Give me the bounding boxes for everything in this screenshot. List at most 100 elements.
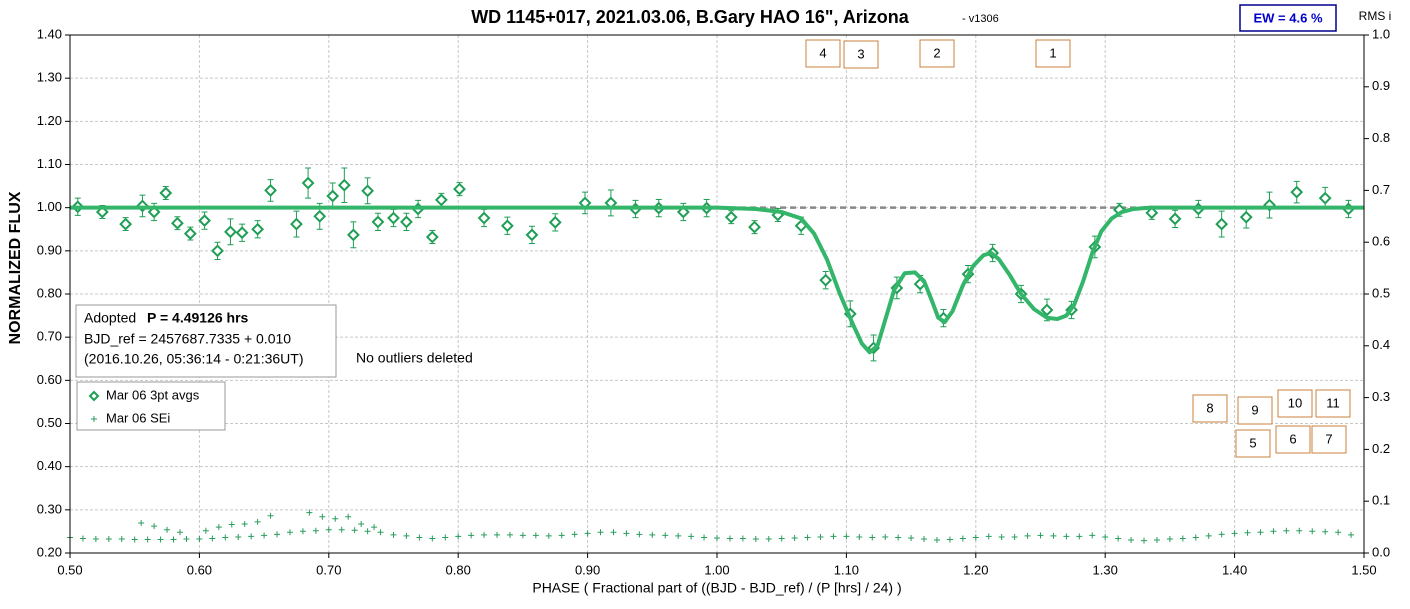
event-box	[1237, 396, 1273, 425]
y2-tick-label: 1.0	[1372, 26, 1390, 41]
data-point	[387, 211, 400, 225]
sei-point	[752, 536, 759, 543]
event-label: 7	[1325, 431, 1332, 446]
data-point	[548, 215, 562, 229]
sei-point	[843, 533, 850, 540]
sei-point	[364, 528, 371, 535]
sei-point	[584, 530, 591, 537]
data-point	[264, 183, 277, 197]
sei-point	[1205, 532, 1212, 539]
event-label: 11	[1326, 395, 1340, 410]
event-markers: 4 3 2 1 8 9 10 11 5 6 7	[805, 39, 1351, 458]
sei-point	[312, 527, 319, 534]
sei-point	[151, 523, 158, 530]
data-point	[301, 176, 315, 190]
event-label: 10	[1288, 395, 1302, 410]
event-label: 8	[1206, 400, 1213, 415]
sei-point	[416, 534, 423, 541]
data-point	[337, 178, 351, 192]
event-label: 5	[1249, 435, 1256, 450]
data-point	[1145, 206, 1159, 220]
sei-point	[791, 534, 798, 541]
x-tick-label: 1.10	[834, 562, 859, 577]
sei-point	[468, 532, 475, 539]
event-label: 1	[1049, 45, 1056, 60]
period-prefix: Adopted	[84, 310, 136, 326]
sei-point	[1024, 532, 1031, 539]
sei-point	[286, 529, 293, 536]
data-point	[500, 219, 514, 233]
sei-point	[933, 537, 940, 544]
sei-point	[144, 536, 151, 543]
sei-point	[202, 527, 209, 534]
data-point	[1215, 217, 1229, 231]
x-tick-label: 1.30	[1093, 562, 1118, 577]
event-box	[843, 40, 879, 69]
y2-tick-label: 0.8	[1372, 130, 1390, 145]
y2-tick-label: 0.2	[1372, 441, 1390, 456]
sei-point	[371, 524, 378, 531]
sei-point	[215, 524, 222, 531]
data-point	[676, 205, 690, 219]
sei-point	[998, 533, 1005, 540]
data-point	[1290, 185, 1304, 199]
sei-point	[1283, 527, 1290, 534]
data-point	[434, 193, 448, 207]
sei-point	[1296, 527, 1303, 534]
sei-point	[338, 526, 345, 533]
sei-point	[830, 533, 837, 540]
sei-point	[254, 518, 261, 525]
sei-point	[1089, 532, 1096, 539]
sei-point	[377, 529, 384, 536]
sei-point	[1037, 532, 1044, 539]
x-tick-label: 0.90	[575, 562, 600, 577]
sei-point	[688, 533, 695, 540]
sei-point	[170, 536, 177, 543]
data-point	[400, 215, 413, 229]
sei-point	[1231, 530, 1238, 537]
data-point	[119, 217, 133, 231]
sei-point	[274, 531, 281, 538]
sei-point	[597, 529, 604, 536]
sei-point	[196, 536, 203, 543]
sei-point	[105, 536, 112, 543]
data-point	[371, 215, 385, 229]
sei-point	[267, 512, 274, 519]
sei-point	[1218, 531, 1225, 538]
data-point	[453, 182, 466, 196]
data-point	[170, 216, 184, 230]
y-tick-label: 1.30	[37, 70, 62, 85]
sei-point	[623, 530, 630, 537]
sei-point	[1257, 529, 1264, 536]
legend-label: Mar 06 SEi	[106, 410, 170, 425]
sei-point	[1348, 531, 1355, 538]
ew-box	[1239, 4, 1337, 32]
data-point	[1239, 210, 1253, 224]
sei-point	[319, 513, 326, 520]
sei-point	[662, 532, 669, 539]
sei-point	[345, 513, 352, 520]
sei-point	[1309, 528, 1316, 535]
data-point	[1040, 303, 1054, 317]
sei-point	[1179, 535, 1186, 542]
sei-point	[558, 532, 565, 539]
event-box	[1277, 389, 1313, 418]
sei-point	[325, 526, 332, 533]
sei-point	[908, 534, 915, 541]
data-point	[224, 225, 237, 239]
event-box	[1275, 425, 1311, 454]
sei-point	[1270, 528, 1277, 535]
chart-title: WD 1145+017, 2021.03.06, B.Gary HAO 16",…	[471, 7, 910, 27]
event-label: 3	[857, 46, 864, 61]
data-point	[748, 220, 761, 234]
y2-tick-label: 0.6	[1372, 234, 1390, 249]
sei-point	[869, 534, 876, 541]
sei-point	[228, 521, 235, 528]
sei-point	[222, 534, 229, 541]
event-box	[919, 39, 955, 68]
sei-point	[882, 533, 889, 540]
event-box	[1311, 425, 1347, 454]
y-tick-label: 0.70	[37, 329, 62, 344]
period: P = 4.49126 hrs	[147, 310, 249, 326]
sei-point	[1244, 529, 1251, 536]
